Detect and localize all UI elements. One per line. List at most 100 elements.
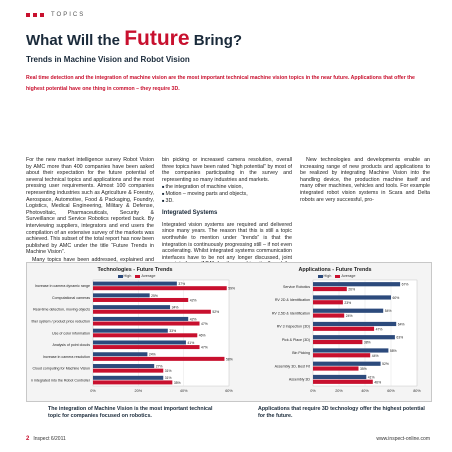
data-label: 37%	[178, 282, 185, 286]
data-label: 25%	[151, 294, 158, 298]
x-tick-label: 20%	[335, 389, 343, 393]
body-paragraph: bin picking or increased camera resoluti…	[162, 157, 292, 183]
data-label: 60%	[393, 296, 400, 300]
lead-paragraph: Real time detection and the integration …	[26, 75, 415, 92]
data-label: 24%	[346, 314, 353, 318]
category-label: Cloud computing for Machine Vision	[33, 367, 90, 371]
bar-high	[93, 375, 164, 380]
category-label: Real-time detection, moving objects	[33, 308, 90, 312]
bar-average	[313, 379, 373, 384]
data-label: 33%	[169, 329, 176, 333]
bar-high	[93, 352, 148, 357]
category-label: Service Robotics	[283, 285, 310, 289]
category-label: Increase in camera resolution	[43, 355, 90, 359]
data-label: 67%	[402, 283, 409, 287]
category-label: Pick & Place (3D)	[282, 338, 310, 342]
category-label: Further system / product price reduction	[31, 320, 90, 324]
bar-average	[313, 353, 371, 358]
bar-high	[93, 364, 155, 369]
legend-swatch-average	[335, 274, 341, 278]
data-label: 58%	[390, 349, 397, 353]
data-label: 47%	[201, 322, 208, 326]
title-highlight: Future	[124, 27, 190, 50]
legend-label: High	[123, 274, 132, 278]
category-label: Assembly 3D	[289, 378, 311, 382]
category-label: Assembly 3D, Best Fit	[275, 364, 310, 368]
data-label: 31%	[165, 376, 172, 380]
x-tick-label: 0%	[90, 389, 96, 393]
tag-square-icon	[26, 13, 30, 17]
bar-average	[313, 326, 375, 331]
data-label: 34%	[172, 306, 179, 310]
data-label: 24%	[149, 353, 156, 357]
bar-average	[313, 366, 359, 371]
data-label: 59%	[228, 287, 235, 291]
data-label: 41%	[368, 375, 375, 379]
legend-swatch-high	[317, 274, 323, 278]
bar-high	[93, 293, 150, 298]
applications-chart: Applications - Future Trends High Averag…	[243, 267, 427, 401]
technologies-chart-plot: 0% 20% 40% 60% Increase in camera dynamic ra…	[11, 279, 235, 393]
data-label: 47%	[201, 345, 208, 349]
bar-high	[313, 295, 391, 300]
bar-high	[313, 308, 384, 313]
chart-legend: High Average	[243, 274, 427, 278]
title-part-1: What Will the	[26, 32, 125, 49]
category-label: RV 2D & Identification	[275, 298, 310, 302]
technologies-chart: Technologies - Future Trends High Averag…	[11, 267, 239, 401]
article-subtitle: Trends in Machine Vision and Robot Visio…	[26, 55, 190, 64]
data-label: 44%	[372, 354, 379, 358]
bar-average	[93, 356, 225, 361]
list-item: 3D.	[162, 198, 292, 205]
footer-left: 2 Inspect 6/2011	[26, 436, 66, 442]
x-tick-label: 0%	[310, 389, 316, 393]
x-tick-label: 40%	[180, 389, 188, 393]
category-label: Vision system integrated into the Robot …	[31, 378, 91, 382]
bar-high	[313, 374, 367, 380]
data-label: 31%	[165, 369, 172, 373]
category-label: Analysis of point clouds	[52, 343, 90, 347]
bar-average	[313, 286, 347, 292]
data-label: 58%	[226, 357, 233, 361]
bar-average	[93, 286, 227, 291]
bar-average	[93, 321, 200, 326]
chart-legend: High Average	[31, 274, 239, 278]
data-label: 41%	[187, 341, 194, 345]
data-label: 52%	[382, 362, 389, 366]
charts-panel: Technologies - Future Trends High Averag…	[11, 262, 432, 402]
bar-high	[93, 340, 186, 345]
list-item: the integration of machine vision,	[162, 184, 292, 191]
legend-label: Average	[341, 274, 356, 278]
bar-high	[313, 348, 389, 353]
legend-label: Average	[141, 274, 156, 278]
bar-high	[93, 281, 177, 286]
legend-swatch-high	[117, 274, 123, 278]
bar-high	[93, 305, 171, 310]
x-tick-label: 40%	[361, 389, 369, 393]
data-label: 42%	[190, 317, 197, 321]
body-column-3: New technologies and developments enable…	[300, 157, 430, 204]
data-label: 35%	[360, 367, 367, 371]
section-tag: TOPICS	[26, 12, 85, 18]
chart-title: Technologies - Future Trends	[97, 267, 173, 273]
bar-average	[93, 345, 200, 350]
data-label: 38%	[364, 341, 371, 345]
bar-average	[313, 313, 345, 318]
bar-average	[93, 333, 198, 338]
bar-high	[313, 335, 395, 340]
bar-average	[93, 380, 173, 385]
x-tick-label: 60%	[387, 389, 395, 393]
category-label: Bin Picking	[292, 351, 310, 355]
issue-label: Inspect 6/2011	[33, 436, 66, 442]
footer-url: www.inspect-online.com	[376, 436, 430, 442]
tag-square-icon	[40, 13, 44, 17]
chart-caption-left: The integration of Machine Vision is the…	[48, 406, 213, 419]
body-paragraph: For the new market intelligence survey R…	[26, 157, 154, 256]
data-label: 64%	[398, 322, 405, 326]
bar-average	[93, 368, 164, 373]
x-tick-label: 60%	[225, 389, 233, 393]
category-label: Increase in camera dynamic range	[35, 284, 90, 288]
category-label: Computational cameras	[52, 296, 90, 300]
data-label: 46%	[199, 334, 206, 338]
data-label: 23%	[344, 301, 351, 305]
